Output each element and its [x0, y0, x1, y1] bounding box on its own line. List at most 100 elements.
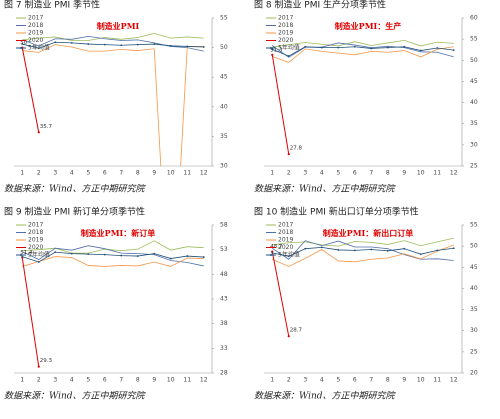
x-tick-label: 5	[86, 377, 90, 384]
series-line	[272, 247, 454, 257]
source-note: 数据来源：Wind、方正中期研究院	[254, 184, 397, 195]
legend-label: 2020	[278, 244, 293, 251]
series-marker	[271, 250, 274, 253]
y-tick-label: 20	[470, 370, 478, 377]
x-tick-label: 4	[320, 377, 324, 384]
series-marker	[21, 255, 24, 258]
series-marker	[21, 43, 24, 45]
series-marker	[186, 255, 189, 257]
series-marker	[436, 249, 439, 252]
series-marker	[37, 47, 40, 50]
figure-title: 图 7 制造业 PMI 季节性	[4, 0, 100, 11]
y-tick-label: 30	[470, 327, 478, 334]
data-label: 29.3	[40, 358, 53, 364]
x-tick-label: 9	[402, 377, 406, 384]
x-tick-label: 6	[103, 377, 107, 384]
x-tick-label: 12	[450, 377, 458, 384]
legend-label: 2019	[278, 237, 293, 244]
series-marker	[287, 153, 290, 156]
plot	[271, 237, 455, 338]
y-tick-label: 50	[220, 44, 228, 51]
series-marker	[120, 44, 123, 47]
legend-label: 2020	[278, 37, 293, 44]
source-note: 数据来源：Wind、方正中期研究院	[4, 184, 147, 195]
data-label: 35.7	[40, 124, 53, 130]
series-marker	[202, 256, 205, 258]
x-tick-label: 5	[86, 170, 90, 177]
legend-label: 5年均值	[278, 44, 300, 52]
series-line	[22, 44, 204, 166]
x-tick-label: 12	[200, 377, 208, 384]
series-marker	[103, 43, 106, 46]
series-line	[271, 251, 290, 337]
data-label: 28.7	[290, 328, 303, 334]
series-marker	[452, 49, 455, 52]
data-label: 51.4	[20, 250, 33, 256]
series-marker	[271, 53, 274, 56]
series-marker	[70, 41, 73, 44]
series-line	[272, 39, 454, 48]
series-line	[21, 47, 40, 133]
series-marker	[54, 41, 57, 44]
legend-marker	[270, 47, 272, 49]
series-marker	[87, 253, 90, 256]
legend-label: 5年均值	[278, 251, 300, 259]
legend-label: 2018	[28, 22, 43, 29]
x-tick-label: 11	[183, 170, 191, 177]
series-marker	[304, 45, 307, 48]
y-tick-label: 43	[220, 296, 228, 303]
data-label: 51.3	[270, 47, 283, 53]
x-tick-label: 3	[303, 170, 307, 177]
y-tick-label: 35	[470, 306, 478, 313]
series-marker	[153, 252, 156, 255]
x-tick-label: 6	[353, 170, 357, 177]
x-tick-label: 4	[70, 170, 74, 177]
y-tick-label: 50	[470, 57, 478, 64]
y-tick-label: 45	[470, 264, 478, 271]
series-line	[272, 237, 454, 247]
x-tick-label: 8	[136, 170, 140, 177]
series-line	[22, 41, 204, 49]
series-marker	[271, 48, 274, 51]
y-tick-label: 25	[470, 163, 478, 170]
series-marker	[337, 46, 340, 49]
y-tick-label: 30	[220, 163, 228, 170]
legend-label: 5年均值	[28, 251, 50, 259]
series-marker	[169, 257, 172, 260]
legend-label: 2019	[278, 30, 293, 37]
y-tick-label: 25	[470, 348, 478, 355]
y-tick-label: 45	[470, 78, 478, 85]
series-marker	[70, 252, 73, 255]
x-tick-label: 4	[320, 170, 324, 177]
series-marker	[320, 246, 323, 249]
series-marker	[120, 254, 123, 257]
legend-label: 2017	[278, 222, 293, 229]
x-tick-label: 2	[287, 377, 291, 384]
y-tick-label: 58	[220, 222, 228, 229]
y-tick-label: 55	[220, 15, 228, 22]
series-line	[272, 42, 454, 58]
series-line	[272, 244, 454, 267]
series-marker	[202, 46, 205, 48]
y-tick-label: 28	[220, 370, 228, 377]
x-tick-label: 1	[20, 170, 24, 177]
x-tick-label: 5	[336, 377, 340, 384]
series-marker	[370, 47, 373, 50]
legend-label: 2017	[28, 15, 43, 22]
x-tick-label: 8	[386, 377, 390, 384]
series-line	[271, 54, 290, 155]
x-tick-label: 6	[353, 377, 357, 384]
x-tick-label: 1	[270, 170, 274, 177]
series-line	[21, 257, 40, 367]
data-label: 50	[20, 40, 27, 46]
x-tick-label: 8	[386, 170, 390, 177]
series-line	[272, 46, 454, 57]
x-tick-label: 3	[53, 377, 57, 384]
x-tick-label: 10	[167, 170, 175, 177]
series-marker	[37, 365, 40, 368]
legend-label: 5年均值	[28, 44, 50, 52]
chart-subtitle: 制造业PMI：新出口订单	[323, 228, 414, 238]
x-tick-label: 11	[183, 377, 191, 384]
legend-label: 2018	[28, 229, 43, 236]
figure-title: 图 9 制造业 PMI 新订单分项季节性	[4, 206, 145, 218]
